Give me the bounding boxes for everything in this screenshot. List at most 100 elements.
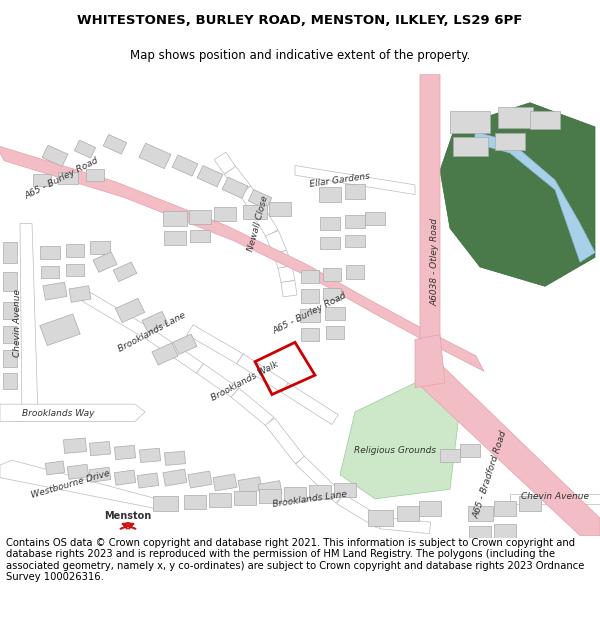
Bar bbox=[326, 326, 344, 339]
Bar bbox=[234, 491, 256, 505]
Bar bbox=[3, 272, 17, 291]
Bar bbox=[3, 302, 17, 319]
Bar bbox=[320, 236, 340, 249]
Bar bbox=[238, 477, 262, 494]
Bar bbox=[41, 266, 59, 278]
Bar bbox=[43, 282, 67, 300]
Bar bbox=[163, 469, 187, 486]
Bar bbox=[93, 252, 117, 272]
Polygon shape bbox=[510, 494, 600, 504]
Bar bbox=[248, 189, 272, 209]
Bar bbox=[243, 204, 267, 219]
Polygon shape bbox=[475, 132, 595, 262]
Text: Brooklands Walk: Brooklands Walk bbox=[210, 359, 280, 403]
Bar bbox=[66, 244, 84, 257]
Bar bbox=[213, 474, 237, 491]
Text: Contains OS data © Crown copyright and database right 2021. This information is : Contains OS data © Crown copyright and d… bbox=[6, 538, 584, 582]
Bar bbox=[115, 298, 145, 322]
Bar bbox=[397, 506, 419, 521]
Polygon shape bbox=[265, 418, 305, 464]
Bar bbox=[90, 241, 110, 254]
Bar bbox=[214, 207, 236, 221]
Bar bbox=[450, 111, 490, 132]
Polygon shape bbox=[266, 231, 286, 255]
Bar bbox=[164, 231, 186, 245]
Bar bbox=[440, 449, 460, 462]
Text: WHITESTONES, BURLEY ROAD, MENSTON, ILKLEY, LS29 6PF: WHITESTONES, BURLEY ROAD, MENSTON, ILKLE… bbox=[77, 14, 523, 27]
Polygon shape bbox=[239, 186, 266, 218]
Bar bbox=[367, 511, 392, 526]
Bar bbox=[163, 211, 187, 226]
Bar bbox=[301, 289, 319, 302]
Bar bbox=[494, 501, 516, 516]
Text: Menston: Menston bbox=[104, 511, 152, 521]
Bar bbox=[58, 172, 78, 184]
Bar bbox=[497, 107, 533, 128]
Bar bbox=[258, 481, 282, 498]
Polygon shape bbox=[281, 281, 297, 297]
Polygon shape bbox=[340, 383, 460, 499]
Bar bbox=[346, 265, 364, 279]
Bar bbox=[173, 334, 197, 354]
Bar bbox=[69, 286, 91, 302]
Polygon shape bbox=[415, 334, 445, 388]
Bar bbox=[419, 501, 441, 516]
Text: Newall Close: Newall Close bbox=[246, 194, 270, 252]
Text: A6038 - Otley Road: A6038 - Otley Road bbox=[431, 218, 439, 306]
Bar bbox=[467, 506, 493, 521]
Text: Brooklands Lane: Brooklands Lane bbox=[117, 311, 187, 354]
Bar bbox=[519, 496, 541, 511]
Bar bbox=[66, 264, 84, 276]
Polygon shape bbox=[415, 359, 600, 536]
Text: Brooklands Lane: Brooklands Lane bbox=[272, 489, 348, 509]
Text: A65 - Burley Road: A65 - Burley Road bbox=[23, 156, 100, 201]
Bar bbox=[103, 134, 127, 154]
Bar bbox=[42, 145, 68, 166]
Bar bbox=[188, 471, 212, 488]
Polygon shape bbox=[0, 145, 484, 371]
Bar bbox=[3, 326, 17, 343]
Polygon shape bbox=[379, 518, 431, 534]
Polygon shape bbox=[187, 325, 243, 364]
Bar bbox=[323, 288, 341, 300]
Bar bbox=[45, 461, 65, 475]
Text: A65 - Bradford Road: A65 - Bradford Road bbox=[472, 429, 508, 520]
Polygon shape bbox=[278, 266, 295, 282]
Bar bbox=[115, 446, 136, 459]
Text: Chevin Avenue: Chevin Avenue bbox=[13, 289, 23, 357]
Text: Map shows position and indicative extent of the property.: Map shows position and indicative extent… bbox=[130, 49, 470, 62]
Polygon shape bbox=[295, 166, 415, 194]
Bar bbox=[222, 177, 248, 198]
Bar bbox=[300, 309, 320, 322]
Bar bbox=[209, 492, 231, 507]
Bar bbox=[190, 230, 210, 242]
Bar bbox=[164, 451, 185, 466]
Polygon shape bbox=[236, 354, 289, 392]
Bar bbox=[3, 373, 17, 389]
Bar bbox=[139, 448, 161, 462]
Bar bbox=[137, 473, 159, 488]
Bar bbox=[309, 486, 331, 499]
Bar bbox=[184, 494, 206, 509]
Bar bbox=[67, 464, 89, 479]
Bar bbox=[334, 483, 356, 497]
Polygon shape bbox=[296, 456, 344, 503]
Bar bbox=[495, 132, 525, 150]
Bar bbox=[365, 212, 385, 226]
Text: A65 - Burley Road: A65 - Burley Road bbox=[272, 291, 349, 336]
Bar bbox=[323, 268, 341, 281]
Bar bbox=[469, 526, 491, 539]
Polygon shape bbox=[440, 102, 595, 286]
Bar bbox=[89, 441, 110, 456]
Polygon shape bbox=[0, 404, 145, 421]
Bar bbox=[74, 140, 95, 158]
Polygon shape bbox=[146, 330, 203, 373]
Bar bbox=[172, 155, 198, 176]
Bar bbox=[345, 184, 365, 199]
Bar bbox=[89, 467, 111, 482]
Bar bbox=[345, 215, 365, 228]
Bar bbox=[301, 328, 319, 341]
Bar bbox=[189, 210, 211, 224]
Bar bbox=[325, 307, 345, 320]
Bar bbox=[452, 136, 487, 156]
